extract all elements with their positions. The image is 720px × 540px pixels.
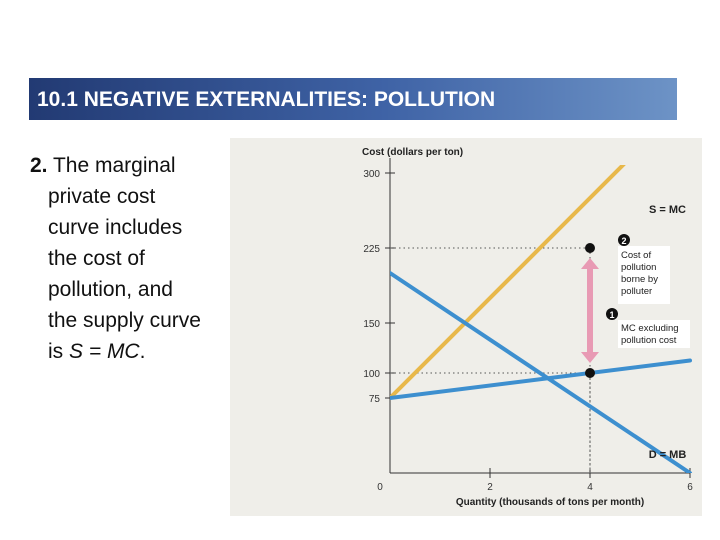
annotation-box-mc-excluding [618,320,690,348]
series-label-supply: S = MC [649,204,686,216]
annotation-box-polluter-cost [618,246,670,304]
chart-panel: Cost (dollars per ton) Quantity (thousand… [230,138,702,516]
gap-arrow-head-bottom [581,352,599,363]
x-tick-label: 2 [487,482,493,493]
x-tick-label: 6 [687,482,693,493]
annotation-mc-excluding-line: MC excluding [621,323,679,334]
annotation-badge-1-circle [606,308,618,320]
slide-title: 10.1 NEGATIVE EXTERNALITIES: POLLUTION [37,88,496,111]
x-tick-label: 4 [587,482,593,493]
annotation-badge-2-circle [618,234,630,246]
y-tick-label: 225 [363,244,380,255]
body-point-number: 2. [30,154,48,177]
body-line-2: private cost [48,185,156,208]
annotation-polluter-cost-line: borne by [621,274,658,285]
annotation-polluter-cost-line: Cost of [621,250,651,261]
annotation-polluter-cost-line: pollution [621,262,656,273]
body-line-7-equation: S = MC [69,340,140,363]
annotation-mc-excluding-line: pollution cost [621,335,677,346]
body-line-5: pollution, and [48,278,173,301]
annotation-badge-2-label: 2 [621,236,626,246]
body-line-4: the cost of [48,247,145,270]
annotation-badge-1-label: 1 [609,310,614,320]
series-line-2 [390,271,692,473]
y-tick-label: 300 [363,169,380,180]
series-line-1 [390,165,626,400]
gap-arrow-head-top [581,258,599,269]
body-line-1-text: The marginal [52,154,176,177]
series-label-demand: D = MB [649,449,687,461]
equilibrium-point-1 [585,243,595,253]
y-tick-label: 150 [363,319,380,330]
pollution-externality-chart: Cost (dollars per ton) Quantity (thousand… [362,147,693,508]
y-axis-label: Cost (dollars per ton) [362,147,463,158]
series-line-3 [390,358,692,400]
body-line-3: curve includes [48,216,183,239]
y-tick-label: 100 [363,369,380,380]
gap-arrow-shaft [587,268,593,353]
body-line-7-prefix: is [48,340,69,363]
slide-title-bar: 10.1 NEGATIVE EXTERNALITIES: POLLUTION [29,78,677,120]
body-line-6: the supply curve [48,309,201,332]
y-tick-label: 75 [369,394,381,405]
body-line-7-suffix: . [139,340,146,363]
annotation-polluter-cost-line: polluter [621,286,652,297]
body-line-1: 2. The marginal [30,150,230,181]
x-axis-label: Quantity (thousands of tons per month) [456,497,644,508]
body-line-7: is S = MC. [30,336,230,367]
equilibrium-point-2 [585,368,595,378]
slide-body-text: 2. The marginal private cost curve inclu… [30,150,230,367]
x-tick-label: 0 [377,482,383,493]
